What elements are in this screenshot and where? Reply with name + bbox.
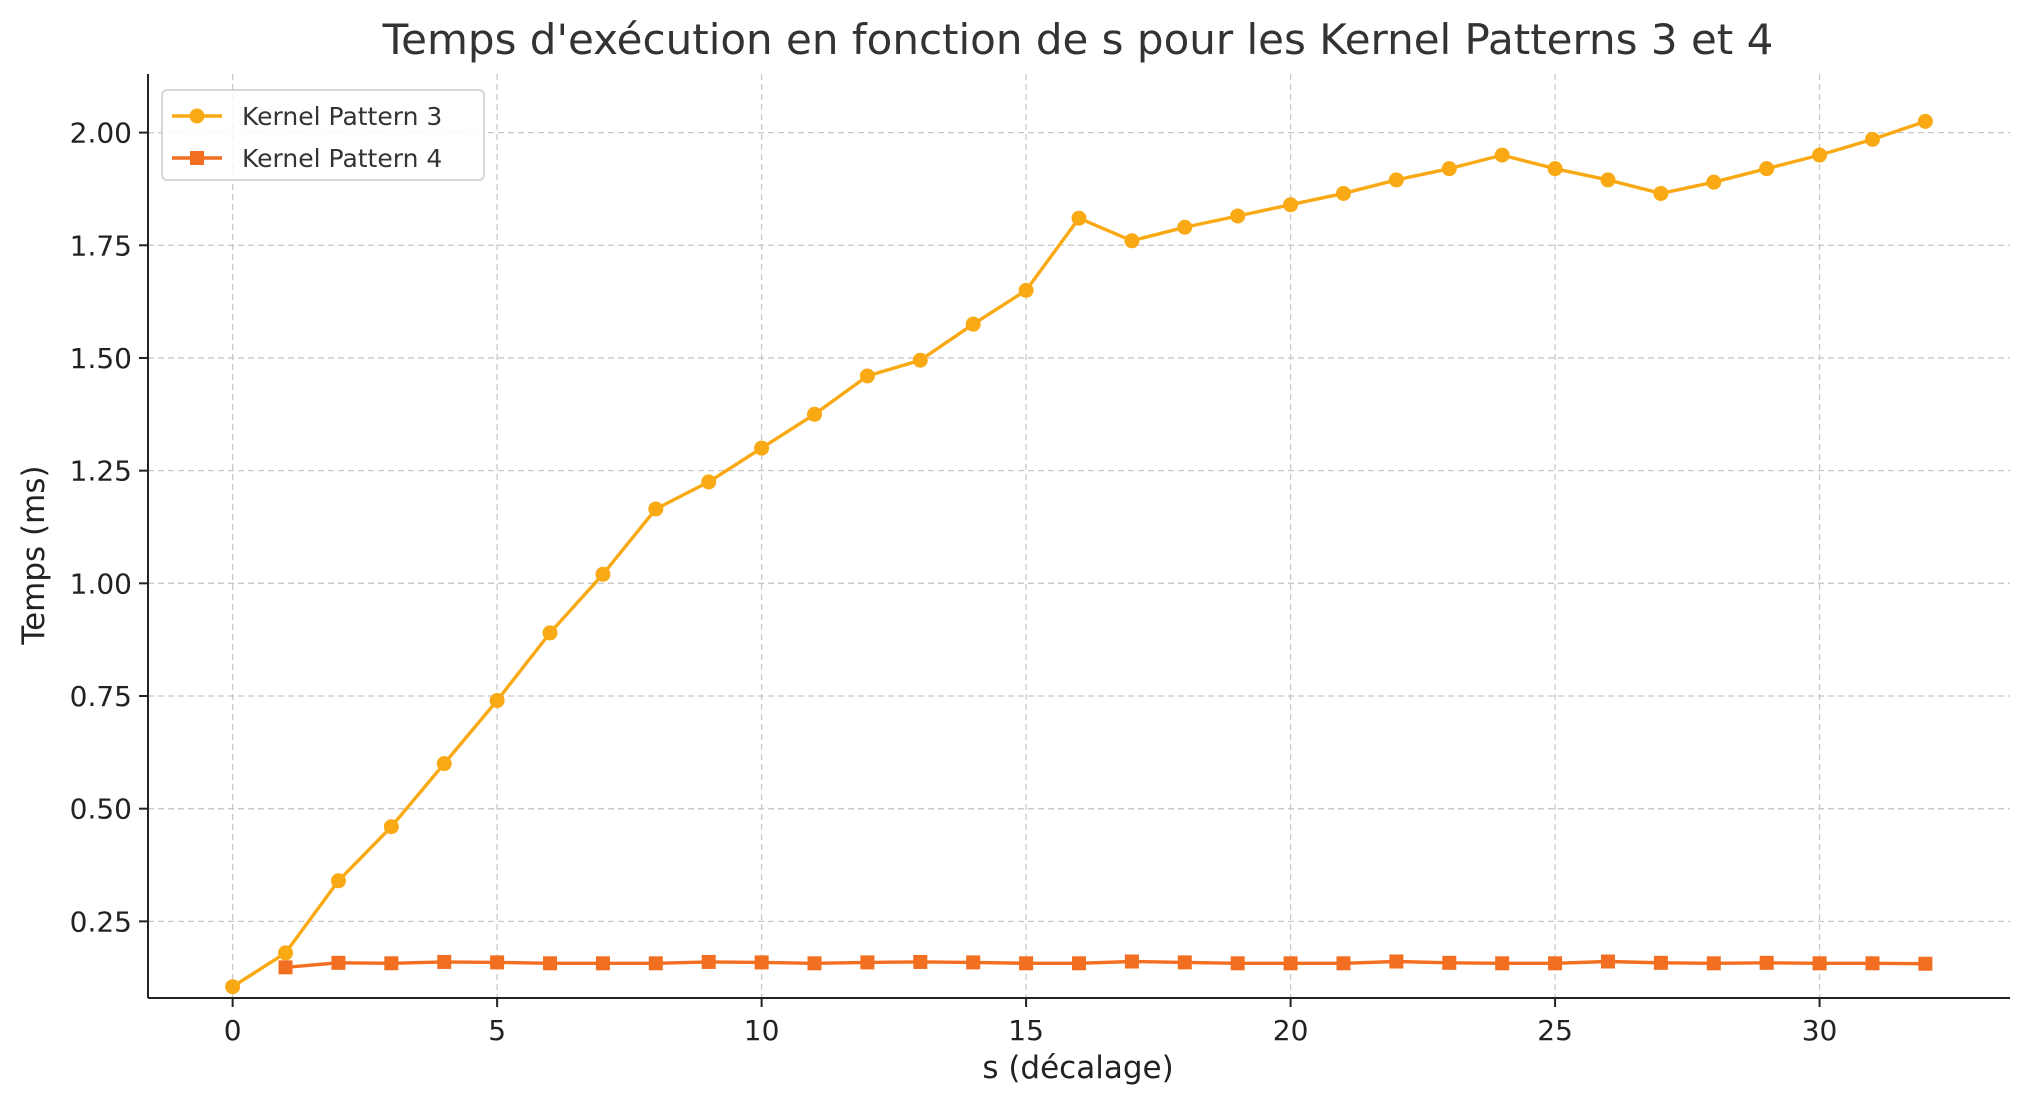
- data-point: [490, 955, 505, 970]
- data-point: [754, 955, 769, 970]
- y-tick-label: 1.50: [70, 342, 132, 375]
- y-tick-label: 1.25: [70, 455, 132, 488]
- data-point: [489, 693, 505, 709]
- data-point: [595, 566, 611, 582]
- data-point: [384, 956, 399, 971]
- legend-label: Kernel Pattern 3: [242, 102, 442, 131]
- data-point: [1548, 956, 1563, 971]
- data-point: [225, 979, 241, 995]
- series-1: [225, 113, 1933, 995]
- x-tick-label: 0: [224, 1014, 242, 1047]
- data-point: [1072, 956, 1086, 971]
- data-point: [437, 954, 452, 969]
- data-point: [1759, 955, 1774, 970]
- data-point: [912, 352, 928, 368]
- data-point: [1812, 147, 1828, 163]
- data-point: [543, 956, 558, 971]
- data-point: [330, 873, 346, 889]
- y-tick-label: 0.25: [70, 905, 132, 938]
- data-point: [859, 368, 875, 384]
- data-point: [1283, 956, 1298, 971]
- legend-box: [161, 89, 485, 181]
- data-point: [701, 954, 716, 969]
- data-point: [1389, 954, 1404, 969]
- data-point: [1653, 185, 1669, 201]
- y-tick-label: 1.75: [70, 229, 132, 262]
- data-point: [595, 956, 610, 971]
- data-point: [1759, 161, 1775, 177]
- data-point: [701, 474, 717, 490]
- y-axis-label: Temps (ms): [16, 465, 52, 645]
- data-point: [1230, 956, 1245, 971]
- data-point: [1388, 172, 1404, 188]
- data-point: [1812, 956, 1827, 971]
- data-point: [1495, 956, 1510, 971]
- data-point: [1442, 955, 1457, 970]
- legend: Kernel Pattern 3 Kernel Pattern 4: [161, 89, 485, 181]
- y-tick-label: 0.75: [70, 680, 132, 713]
- data-point: [1865, 956, 1880, 971]
- y-tick-label: 2.00: [70, 117, 132, 150]
- data-point: [1124, 954, 1139, 969]
- y-tick-label: 0.50: [70, 793, 132, 826]
- data-point: [1177, 219, 1193, 235]
- data-point: [1283, 197, 1299, 213]
- data-point: [1600, 954, 1615, 969]
- data-point: [807, 956, 822, 971]
- chart-title: Temps d'exécution en fonction de s pour …: [382, 15, 1774, 64]
- legend-marker: [190, 151, 204, 165]
- data-point: [383, 819, 399, 835]
- data-point: [1230, 208, 1246, 224]
- legend-item: Kernel Pattern 3: [172, 102, 442, 131]
- legend-item: Kernel Pattern 4: [172, 144, 442, 173]
- data-point: [1335, 185, 1351, 201]
- data-point: [1019, 956, 1034, 971]
- x-tick-label: 10: [744, 1014, 780, 1047]
- x-tick-label: 5: [488, 1014, 506, 1047]
- data-point: [1494, 147, 1510, 163]
- data-point: [1336, 956, 1351, 971]
- data-point: [966, 955, 981, 970]
- data-point: [1177, 955, 1192, 970]
- data-point: [1441, 161, 1457, 177]
- x-tick-label: 15: [1008, 1014, 1044, 1047]
- data-point: [436, 756, 452, 772]
- data-point: [1918, 956, 1933, 971]
- data-point: [965, 316, 981, 332]
- data-point: [1018, 282, 1034, 298]
- data-point: [860, 955, 875, 970]
- data-point: [754, 440, 770, 456]
- data-point: [1653, 955, 1668, 970]
- x-tick-label: 20: [1273, 1014, 1309, 1047]
- x-axis-label: s (décalage): [982, 1050, 1173, 1086]
- x-tick-label: 25: [1537, 1014, 1573, 1047]
- data-point: [1071, 210, 1087, 226]
- series-line: [231, 119, 1926, 989]
- grid: [148, 74, 2010, 998]
- x-tick-label: 30: [1802, 1014, 1838, 1047]
- data-point: [1547, 161, 1563, 177]
- axes: 0 5 10 15 20 25 30 0.25 0.50 0.75 1.00 1.25 1.50 1.75…: [70, 74, 2010, 1047]
- data-point: [1864, 131, 1880, 147]
- data-point: [1706, 956, 1721, 971]
- data-point: [278, 945, 294, 961]
- data-point: [1600, 172, 1616, 188]
- data-point: [1706, 174, 1722, 190]
- data-point: [278, 960, 293, 975]
- y-tick-label: 1.00: [70, 567, 132, 600]
- series-line: [285, 959, 1926, 970]
- data-point: [648, 501, 664, 517]
- series-2: [278, 954, 1933, 975]
- legend-marker: [189, 108, 205, 124]
- data-point: [807, 406, 823, 422]
- data-point: [542, 625, 558, 641]
- data-point: [913, 954, 928, 969]
- data-point: [648, 956, 663, 971]
- series-layer: [225, 113, 1933, 995]
- data-point: [1124, 233, 1140, 249]
- data-point: [331, 955, 346, 970]
- data-point: [1917, 113, 1933, 129]
- legend-label: Kernel Pattern 4: [242, 144, 442, 173]
